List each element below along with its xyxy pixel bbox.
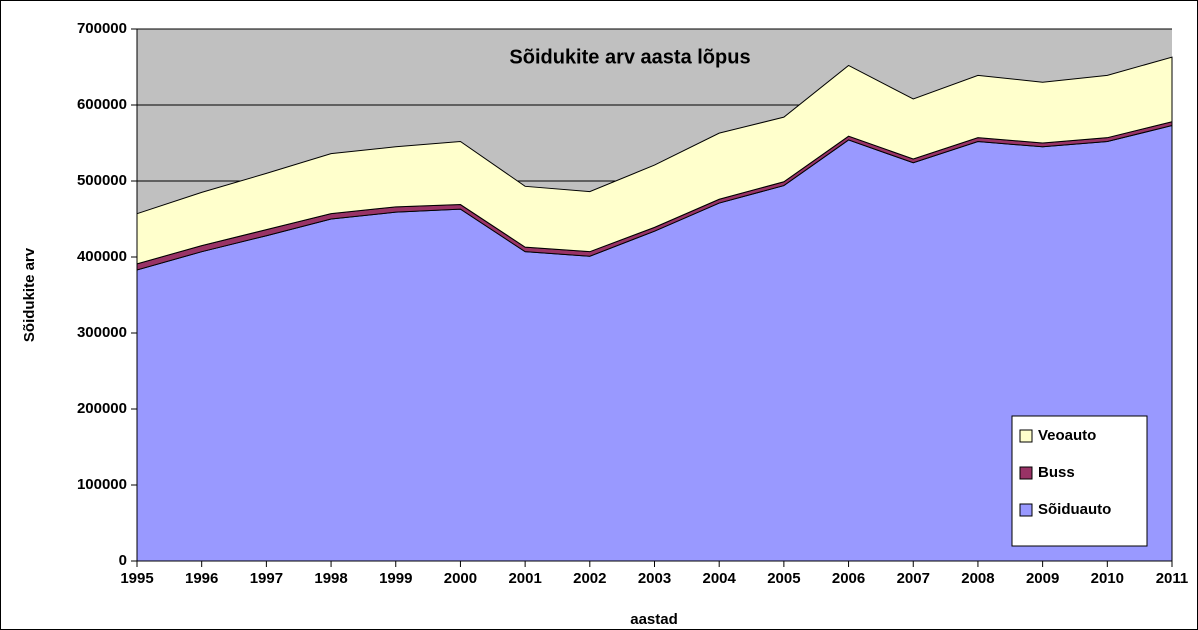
legend-swatch xyxy=(1019,503,1033,517)
x-tick-label: 1999 xyxy=(379,570,412,587)
plot-area xyxy=(136,28,1173,562)
legend-label: Veoauto xyxy=(1038,427,1096,444)
x-tick-label: 2011 xyxy=(1156,570,1189,587)
y-tick-label: 300000 xyxy=(77,324,127,341)
x-tick-label: 1996 xyxy=(185,570,218,587)
y-tick-label: 400000 xyxy=(77,248,127,265)
x-tick-label: 2007 xyxy=(897,570,930,587)
x-tick-label: 2001 xyxy=(508,570,541,587)
legend-label: Sõiduauto xyxy=(1038,501,1111,518)
y-tick-label: 500000 xyxy=(77,172,127,189)
x-tick-label: 2006 xyxy=(832,570,865,587)
chart-title: Sõidukite arv aasta lõpus xyxy=(509,46,750,68)
y-tick-label: 200000 xyxy=(77,400,127,417)
x-tick-label: 2002 xyxy=(573,570,606,587)
legend-swatch xyxy=(1019,429,1033,443)
y-axis-label: Sõidukite arv xyxy=(21,247,38,342)
legend-label: Buss xyxy=(1038,464,1075,481)
y-tick-label: 0 xyxy=(119,552,127,569)
x-axis-label: aastad xyxy=(630,611,678,628)
x-tick-label: 1995 xyxy=(120,570,153,587)
x-tick-label: 2008 xyxy=(961,570,994,587)
y-tick-label: 600000 xyxy=(77,96,127,113)
x-tick-label: 2004 xyxy=(703,570,737,587)
x-tick-label: 2003 xyxy=(638,570,671,587)
area xyxy=(136,56,1173,265)
legend-swatch xyxy=(1019,466,1033,480)
x-tick-label: 1997 xyxy=(250,570,283,587)
x-tick-label: 2009 xyxy=(1026,570,1059,587)
y-tick-label: 700000 xyxy=(77,20,127,37)
x-tick-label: 1998 xyxy=(314,570,347,587)
x-tick-label: 2000 xyxy=(444,570,477,587)
x-tick-label: 2005 xyxy=(767,570,800,587)
y-tick-label: 100000 xyxy=(77,476,127,493)
x-tick-label: 2010 xyxy=(1091,570,1124,587)
legend xyxy=(1011,415,1148,547)
